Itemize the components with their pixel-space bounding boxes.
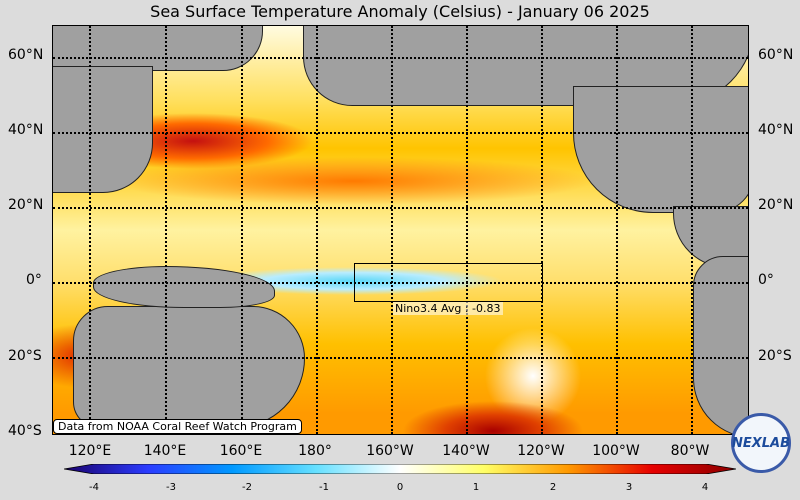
lon-label: 140°W	[442, 443, 490, 459]
lon-label: 120°E	[68, 443, 112, 459]
gridline-lat	[53, 132, 748, 134]
colorbar	[64, 464, 736, 474]
lat-label-right: 40°N	[758, 122, 794, 138]
sst-anomaly-map: Nino3.4 Avg : -0.83	[52, 25, 749, 435]
colorbar-tick: 3	[625, 482, 633, 493]
data-credit: Data from NOAA Coral Reef Watch Program	[53, 419, 302, 434]
land-north-america	[573, 86, 748, 213]
colorbar-tick: 2	[549, 482, 557, 493]
colorbar-tick: 4	[701, 482, 709, 493]
land-alaska	[303, 26, 748, 106]
gridline-lon	[165, 26, 167, 434]
gridline-lat	[53, 207, 748, 209]
land-asia	[53, 26, 263, 71]
colorbar-tick: -4	[89, 482, 99, 493]
gridline-lon	[616, 26, 618, 434]
colorbar-tick: -3	[166, 482, 176, 493]
colorbar-tick: 0	[396, 482, 404, 493]
lat-label-left: 0°	[26, 272, 42, 288]
colorbar-tick: 1	[472, 482, 480, 493]
colorbar-fill	[64, 464, 736, 474]
gridline-lat	[53, 57, 748, 59]
colorbar-tick: -1	[319, 482, 329, 493]
land-australia	[73, 306, 305, 428]
gridline-lon	[89, 26, 91, 434]
lon-label: 180°	[298, 443, 332, 459]
lon-label: 100°W	[592, 443, 640, 459]
lon-label: 160°E	[219, 443, 263, 459]
gridline-lon	[391, 26, 393, 434]
lat-label-left: 20°S	[8, 348, 42, 364]
nino34-region-box	[354, 263, 543, 302]
lon-label: 80°W	[670, 443, 710, 459]
lat-label-right: 20°N	[758, 197, 794, 213]
lat-label-left: 60°N	[8, 47, 44, 63]
gridline-lon	[466, 26, 468, 434]
map-title: Sea Surface Temperature Anomaly (Celsius…	[150, 2, 650, 21]
logo-text: NEXLAB	[731, 435, 791, 451]
lat-label-left: 40°N	[8, 122, 44, 138]
gridline-lon	[241, 26, 243, 434]
land-south-america	[693, 256, 748, 434]
gridline-lon	[316, 26, 318, 434]
gridline-lat	[53, 282, 748, 284]
nino34-average-label: Nino3.4 Avg : -0.83	[393, 302, 503, 315]
lat-label-left: 40°S	[8, 423, 42, 439]
nexlab-logo: NEXLAB	[731, 413, 791, 473]
lat-label-right: 0°	[758, 272, 774, 288]
lat-label-right: 20°S	[758, 348, 792, 364]
land-east-asia	[53, 66, 153, 193]
gridline-lon	[541, 26, 543, 434]
lat-label-right: 60°N	[758, 47, 794, 63]
lon-label: 140°E	[143, 443, 187, 459]
lon-label: 160°W	[366, 443, 414, 459]
lat-label-left: 20°N	[8, 197, 44, 213]
colorbar-tick: -2	[242, 482, 252, 493]
gridline-lat	[53, 357, 748, 359]
lon-label: 120°W	[517, 443, 565, 459]
land-maritime-continent	[93, 266, 275, 308]
gridline-lon	[691, 26, 693, 434]
